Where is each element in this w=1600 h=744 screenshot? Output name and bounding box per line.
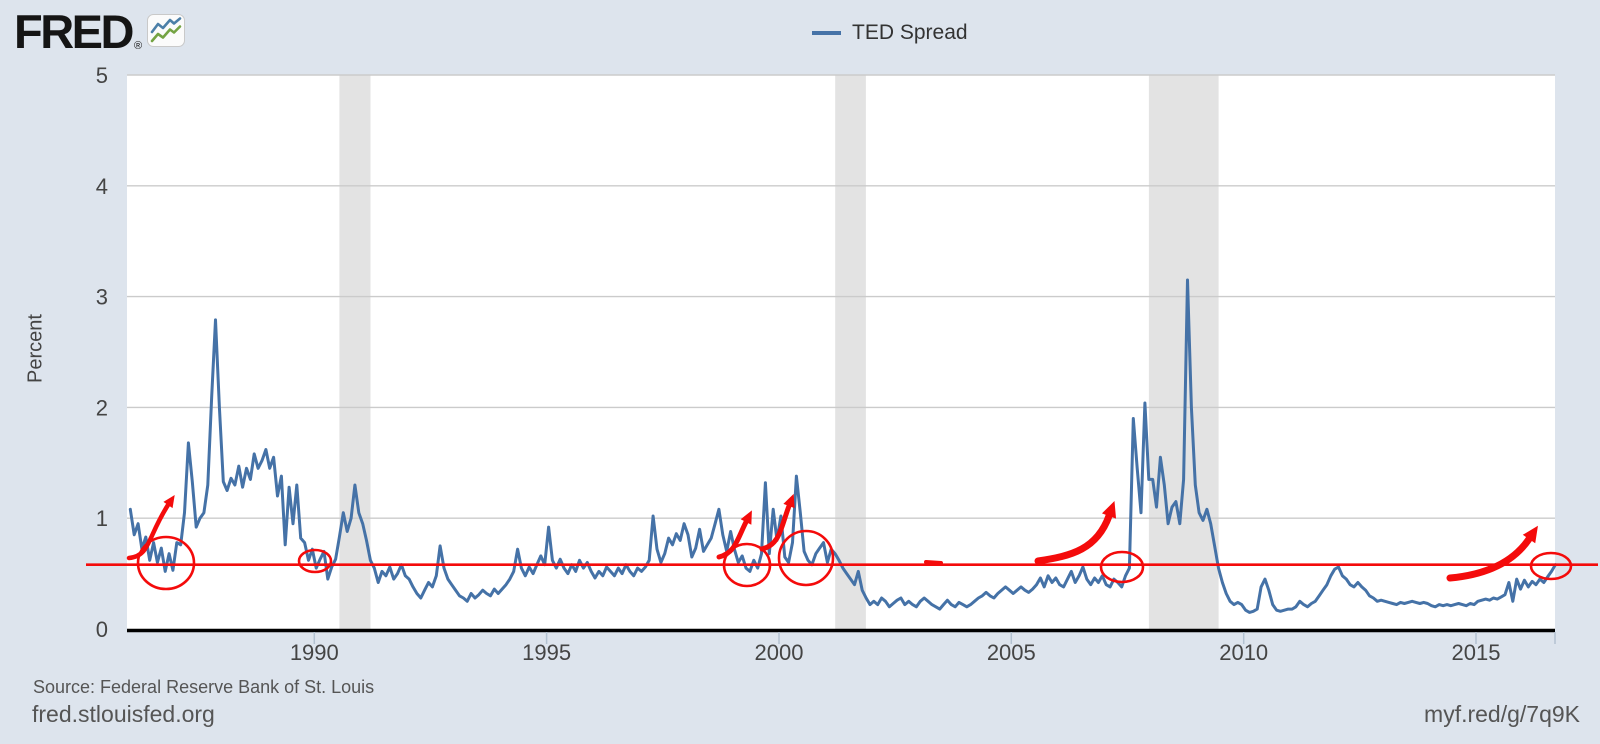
- annotation-circle-2: [297, 548, 333, 574]
- annotation-arrowhead-3: [783, 493, 795, 509]
- y-tick-label-2: 2: [96, 395, 108, 420]
- fred-site-link[interactable]: fred.stlouisfed.org: [32, 701, 215, 727]
- annotation-arrow-1: [126, 502, 171, 561]
- annotation-arrow-2: [716, 519, 749, 560]
- annotation-circle-1: [136, 535, 196, 591]
- annotation-arrowhead-4: [1101, 500, 1117, 519]
- x-tick-label-2005: 2005: [987, 640, 1036, 665]
- y-tick-label-5: 5: [96, 63, 108, 88]
- x-tick-label-2015: 2015: [1452, 640, 1501, 665]
- ted-spread-line: [128, 278, 1557, 614]
- annotation-circle-5: [1099, 550, 1145, 584]
- x-tick-label-1990: 1990: [290, 640, 339, 665]
- y-tick-label-0: 0: [96, 617, 108, 642]
- annotation-arrow-3: [759, 503, 792, 552]
- annotation-arrow-4: [1034, 512, 1113, 565]
- x-tick-label-2010: 2010: [1219, 640, 1268, 665]
- y-tick-label-4: 4: [96, 174, 108, 199]
- recession-band: [1148, 75, 1219, 629]
- annotation-circle-3: [722, 542, 772, 588]
- x-tick-label-2000: 2000: [755, 640, 804, 665]
- fred-logo[interactable]: FRED ®: [14, 5, 186, 58]
- annotation-arrowhead-1: [163, 495, 175, 509]
- annotation-circle-4: [777, 529, 835, 587]
- legend-line-swatch: [812, 31, 841, 35]
- legend-label: TED Spread: [852, 21, 968, 44]
- registered-trademark-symbol: ®: [133, 40, 143, 52]
- recession-band: [835, 75, 866, 629]
- annotation-circle-6: [1529, 551, 1573, 581]
- source-note: Source: Federal Reserve Bank of St. Loui…: [33, 677, 375, 697]
- y-tick-label-1: 1: [96, 506, 108, 531]
- fred-sparkline-icon: [147, 14, 186, 47]
- recession-band: [339, 75, 371, 629]
- graph-short-link[interactable]: myf.red/g/7q9K: [1424, 701, 1580, 727]
- legend-ted-spread[interactable]: TED Spread: [812, 21, 968, 45]
- annotation-dash: [924, 560, 943, 565]
- x-tick-label-1995: 1995: [522, 640, 571, 665]
- annotation-arrowhead-5: [1522, 525, 1538, 544]
- annotation-arrowhead-2: [740, 510, 752, 525]
- annotation-arrow-5: [1446, 535, 1533, 582]
- y-tick-label-3: 3: [96, 285, 108, 310]
- fred-logo-text: FRED: [14, 5, 134, 58]
